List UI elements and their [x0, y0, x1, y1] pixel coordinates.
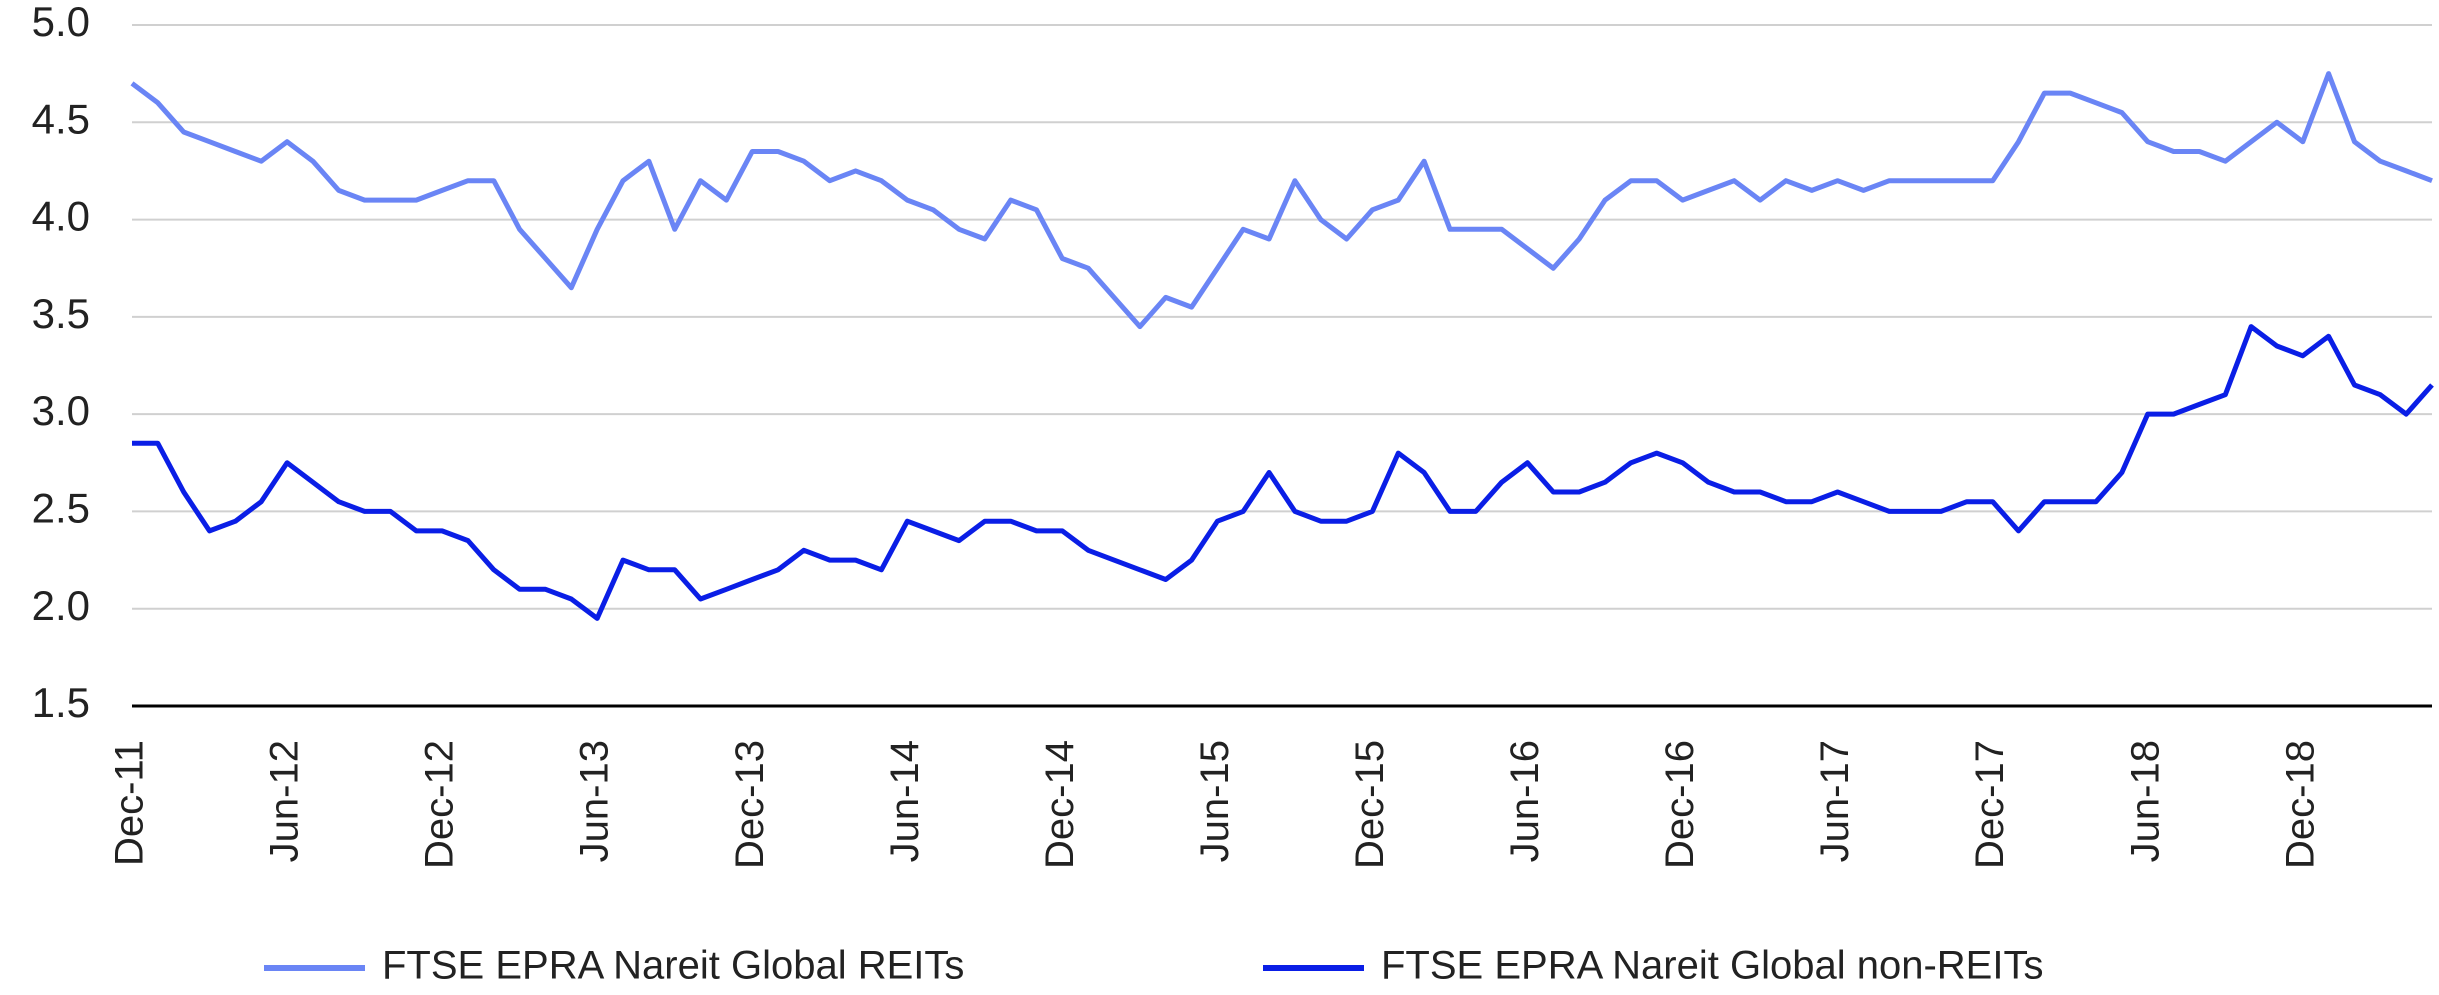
x-tick-label: Jun-16 [1503, 740, 1547, 862]
x-tick-label: Dec-14 [1038, 740, 1082, 869]
y-tick-label: 4.5 [32, 95, 90, 142]
x-tick-label: Jun-13 [573, 740, 617, 862]
x-tick-label: Dec-17 [1968, 740, 2012, 869]
x-tick-label: Jun-12 [263, 740, 307, 862]
y-tick-label: 5.0 [32, 0, 90, 45]
y-tick-label: 3.5 [32, 290, 90, 337]
x-tick-label: Dec-15 [1348, 740, 1392, 869]
x-tick-label: Jun-14 [883, 740, 927, 862]
x-tick-label: Jun-15 [1193, 740, 1237, 862]
x-tick-label: Dec-12 [418, 740, 462, 869]
y-tick-label: 3.0 [32, 387, 90, 434]
series-line [130, 71, 2433, 330]
x-tick-label: Dec-11 [108, 740, 152, 866]
y-tick-label: 2.5 [32, 485, 90, 532]
x-tick-label: Dec-13 [728, 740, 772, 869]
y-tick-label: 2.0 [32, 582, 90, 629]
x-tick-label: Dec-18 [2278, 740, 2322, 869]
x-tick-label: Jun-17 [1813, 740, 1857, 862]
y-tick-label: 1.5 [32, 679, 90, 726]
legend-label: FTSE EPRA Nareit Global REITs [382, 944, 964, 988]
legend-label: FTSE EPRA Nareit Global non-REITs [1381, 944, 2043, 988]
x-tick-label: Dec-16 [1658, 740, 1702, 869]
y-tick-label: 4.0 [32, 193, 90, 240]
x-tick-label: Jun-18 [2123, 740, 2167, 862]
series-line [132, 324, 2434, 621]
